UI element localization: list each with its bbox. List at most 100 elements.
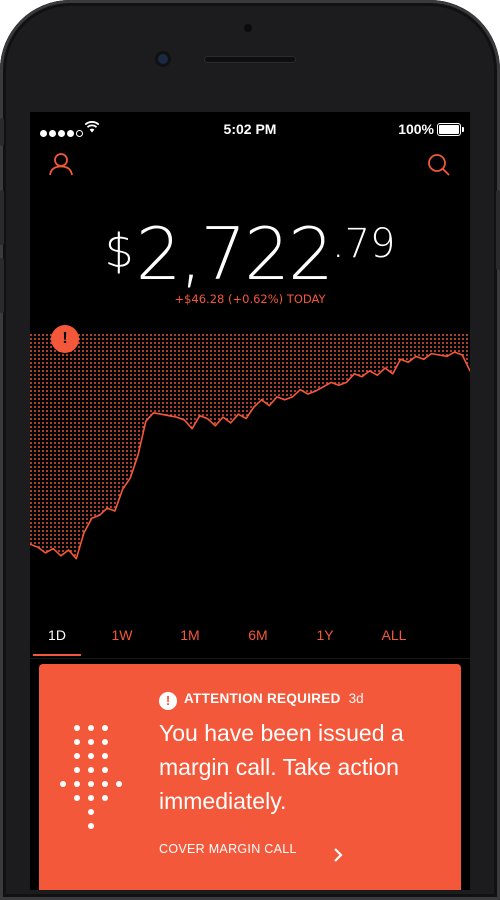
chart-point — [407, 361, 409, 363]
chart-point — [376, 374, 378, 376]
chart-point — [129, 477, 131, 479]
exclamation-icon: ! — [159, 692, 177, 710]
attention-title: ATTENTION REQUIRED — [184, 691, 341, 706]
status-bar: 5:02 PM 100% — [30, 118, 470, 140]
chart-point — [268, 405, 270, 407]
chart-point — [137, 454, 139, 456]
chart-point — [91, 517, 93, 519]
chart-point — [353, 373, 355, 375]
chart-point — [145, 420, 147, 422]
chart-point — [222, 416, 224, 418]
chart-point — [338, 384, 340, 386]
cover-margin-call-button[interactable]: COVER MARGIN CALL — [159, 842, 297, 856]
chart-point — [160, 413, 162, 415]
chart-point — [68, 549, 70, 551]
chart-point — [345, 381, 348, 383]
user-icon[interactable] — [46, 150, 76, 180]
chart-point — [83, 532, 85, 534]
currency-symbol: $ — [104, 224, 134, 278]
tab-1w[interactable]: 1W — [111, 627, 133, 643]
chart-point — [438, 354, 440, 356]
chart-point — [191, 428, 193, 430]
chart-point — [415, 355, 417, 357]
chart-point — [469, 370, 470, 372]
chart-point — [75, 558, 77, 560]
chart-point — [199, 415, 201, 417]
portfolio-value-cents: .79 — [331, 221, 396, 267]
chart-point — [122, 488, 124, 490]
chart-point — [206, 418, 209, 420]
volume-down-button — [0, 258, 4, 313]
chart-point — [461, 354, 463, 356]
divider — [30, 658, 470, 659]
chart-point — [237, 413, 239, 415]
chart-point — [423, 358, 425, 360]
portfolio-value: $2,722.79 — [30, 212, 470, 296]
chart-point — [168, 415, 170, 417]
chart-point — [152, 412, 155, 414]
chart-point — [384, 367, 386, 369]
tab-1m[interactable]: 1M — [180, 627, 200, 643]
battery-icon — [437, 123, 464, 136]
tab-1d[interactable]: 1D — [30, 624, 87, 658]
chart-point — [37, 546, 39, 548]
daily-change: +$46.28 (+0.62%) TODAY — [174, 292, 326, 306]
chart-points — [30, 351, 470, 560]
margin-call-notification[interactable]: ! ATTENTION REQUIRED 3d You have been issu… — [39, 664, 461, 890]
chart-point — [361, 376, 363, 378]
earpiece-speaker — [204, 56, 296, 63]
time-range-selector: 1D 1W 1M 6M 1Y ALL — [30, 624, 470, 658]
notification-age: 3d — [348, 691, 364, 706]
mute-switch — [0, 118, 4, 146]
chart-point — [291, 396, 294, 398]
chart-point — [261, 399, 263, 401]
chevron-right-icon[interactable] — [331, 848, 345, 862]
chart-point — [446, 355, 448, 357]
wifi-icon — [84, 121, 100, 133]
arrow-dots-icon — [60, 725, 122, 829]
chart-point — [183, 419, 185, 421]
chart-point — [284, 399, 286, 401]
battery-percentage: 100% — [398, 121, 434, 137]
chart-point — [253, 406, 255, 408]
tab-6m[interactable]: 6M — [248, 627, 268, 643]
proximity-sensor — [244, 24, 252, 32]
chart-area-fill — [30, 334, 470, 559]
chart-point — [330, 381, 332, 383]
portfolio-value-main: 2,722 — [135, 212, 334, 296]
chart-point — [245, 418, 247, 420]
search-icon[interactable] — [424, 150, 454, 180]
chart-point — [399, 358, 402, 360]
front-camera — [158, 54, 168, 64]
chart-point — [30, 543, 31, 545]
chart-point — [369, 370, 371, 372]
tab-1y[interactable]: 1Y — [316, 627, 334, 643]
app-screen: 5:02 PM 100% $2,722.79 +$46.28 (+0.62%) … — [30, 112, 470, 890]
chart-point — [98, 514, 101, 516]
power-button — [496, 190, 500, 270]
exclamation-icon[interactable]: ! — [51, 325, 79, 353]
chart-point — [276, 396, 278, 398]
signal-strength-icon — [40, 125, 85, 141]
chart-point — [430, 353, 432, 355]
chart-point — [299, 389, 301, 391]
chart-point — [52, 548, 54, 550]
chart-point — [106, 507, 108, 509]
volume-up-button — [0, 190, 4, 245]
chart-line — [30, 351, 470, 560]
chart-point — [60, 555, 62, 557]
chart-point — [44, 552, 46, 554]
chart-point — [114, 510, 116, 512]
status-time: 5:02 PM — [223, 121, 277, 137]
chart-point — [322, 386, 324, 388]
chart-point — [454, 351, 456, 353]
tab-all[interactable]: ALL — [381, 627, 407, 643]
chart-point — [176, 416, 178, 418]
chart-point — [307, 393, 309, 395]
chart-point — [392, 373, 394, 375]
attention-header: ! ATTENTION REQUIRED 3d — [159, 691, 364, 710]
portfolio-chart[interactable] — [30, 334, 470, 614]
chart-point — [230, 422, 232, 424]
chart-point — [315, 390, 317, 392]
